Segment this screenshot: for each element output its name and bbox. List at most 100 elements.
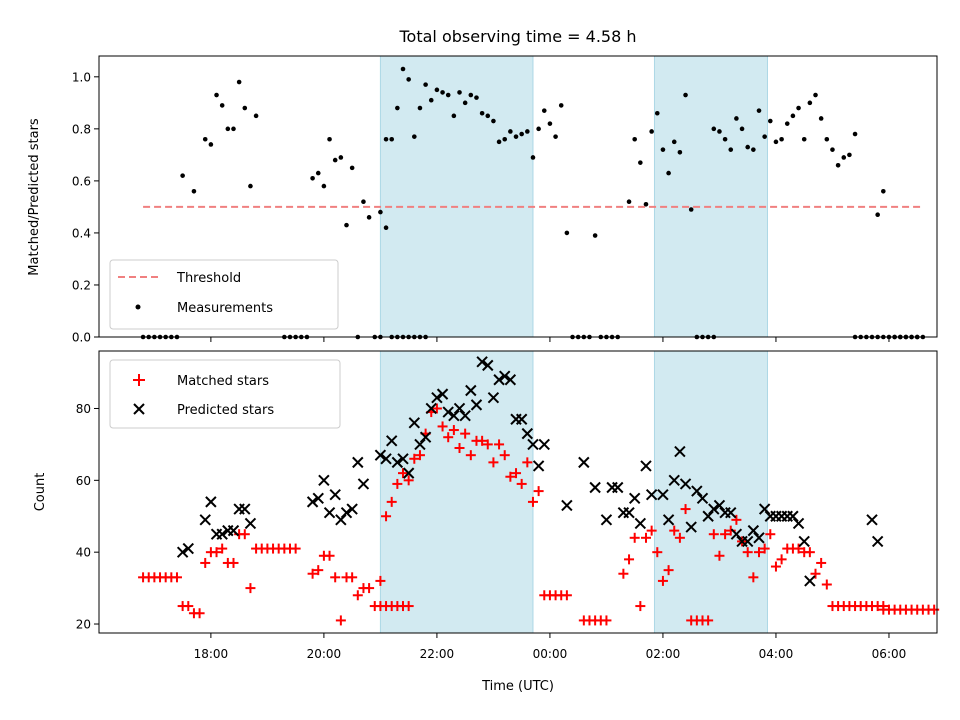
measurement-point bbox=[491, 118, 496, 124]
matched-star-point bbox=[381, 511, 392, 522]
top-legend-box bbox=[109, 259, 339, 330]
matched-star-point bbox=[810, 568, 821, 579]
measurement-point bbox=[660, 147, 666, 152]
predicted-star-point bbox=[702, 510, 714, 522]
matched-star-point bbox=[239, 529, 250, 540]
predicted-star-point bbox=[380, 453, 392, 465]
measurement-point bbox=[428, 97, 434, 103]
matched-star-point bbox=[929, 604, 940, 615]
matched-star-point bbox=[624, 554, 635, 565]
predicted-star-point bbox=[504, 374, 517, 386]
measurement-point bbox=[541, 108, 547, 113]
predicted-star-point bbox=[753, 532, 765, 544]
matched-star-point bbox=[516, 478, 527, 489]
predicted-star-point bbox=[578, 456, 590, 469]
predicted-star-point bbox=[436, 388, 449, 400]
measurement-point bbox=[451, 113, 457, 119]
predicted-star-point bbox=[866, 514, 878, 526]
predicted-star-point bbox=[804, 575, 816, 587]
predicted-star-point bbox=[414, 438, 426, 451]
matched-star-point bbox=[770, 561, 781, 572]
predicted-star-point bbox=[685, 521, 697, 533]
measurement-point bbox=[310, 175, 315, 181]
matched-star-point bbox=[454, 442, 465, 453]
measurement-point bbox=[751, 147, 756, 152]
matched-star-point bbox=[494, 439, 505, 450]
predicted-star-point bbox=[408, 417, 421, 429]
measurement-point bbox=[881, 188, 886, 194]
measurement-point bbox=[445, 92, 451, 98]
matched-star-point bbox=[200, 557, 211, 568]
measurement-point bbox=[530, 155, 536, 160]
predicted-star-point bbox=[306, 496, 319, 508]
measurement-point bbox=[248, 183, 253, 189]
matched-star-point bbox=[217, 543, 228, 554]
bottom-y-tick-label: 40 bbox=[76, 546, 91, 560]
matched-star-point bbox=[403, 601, 414, 612]
matched-star-point bbox=[386, 496, 397, 507]
measurement-point bbox=[378, 209, 383, 215]
measurement-point bbox=[683, 92, 688, 98]
matched-star-point bbox=[776, 554, 787, 565]
measurement-point bbox=[722, 136, 728, 142]
matched-star-point bbox=[414, 450, 425, 461]
predicted-star-point bbox=[205, 496, 217, 508]
predicted-star-point bbox=[600, 514, 613, 526]
predicted-star-point bbox=[674, 445, 686, 458]
matched-star-point bbox=[171, 572, 182, 583]
predicted-star-point bbox=[657, 488, 669, 501]
measurement-point bbox=[807, 100, 813, 106]
predicted-star-point bbox=[747, 524, 760, 537]
measurement-point bbox=[813, 92, 818, 98]
measurement-point bbox=[762, 134, 767, 139]
measurement-point bbox=[202, 136, 208, 142]
measurement-point bbox=[219, 103, 225, 108]
top-y-tick-label: 0.0 bbox=[72, 331, 91, 345]
predicted-star-point bbox=[374, 449, 387, 461]
matched-star-point bbox=[437, 421, 448, 432]
matched-star-point bbox=[245, 583, 256, 594]
predicted-star-point bbox=[312, 492, 324, 504]
matched-star-point bbox=[561, 590, 572, 601]
top-y-tick-label: 0.6 bbox=[72, 174, 91, 188]
predicted-star-point bbox=[634, 517, 647, 530]
matched-star-point bbox=[601, 615, 612, 626]
measurement-point bbox=[389, 136, 395, 142]
predicted-stars-points bbox=[176, 356, 884, 587]
predicted-star-point bbox=[487, 391, 500, 404]
predicted-star-point bbox=[713, 499, 726, 512]
matched-star-point bbox=[793, 543, 804, 554]
predicted-star-point bbox=[798, 535, 810, 548]
measurement-point bbox=[349, 165, 355, 171]
matched-star-point bbox=[511, 468, 522, 479]
top-shaded-intervals bbox=[379, 55, 768, 338]
measurement-point bbox=[711, 126, 717, 132]
matched-star-point bbox=[364, 583, 375, 594]
measurement-point bbox=[677, 149, 683, 155]
measurement-point bbox=[395, 105, 400, 111]
matched-star-point bbox=[765, 529, 776, 540]
measurement-point bbox=[801, 136, 807, 142]
top-x-ticks bbox=[210, 337, 890, 342]
measurement-point bbox=[654, 110, 660, 116]
matched-star-point bbox=[465, 450, 476, 461]
matched-star-point bbox=[313, 565, 324, 576]
measurement-point bbox=[400, 66, 406, 72]
top-y-tick-label: 0.8 bbox=[72, 122, 91, 136]
top-shade-band-1 bbox=[379, 55, 534, 338]
matched-star-point bbox=[398, 468, 409, 479]
measurement-point bbox=[468, 92, 474, 98]
predicted-star-point bbox=[628, 492, 641, 504]
predicted-star-point bbox=[459, 409, 471, 422]
matched-star-point bbox=[533, 486, 544, 497]
measurement-point bbox=[779, 136, 784, 142]
matched-star-point bbox=[335, 615, 346, 626]
measurement-point bbox=[513, 134, 519, 139]
measurement-point bbox=[796, 105, 801, 111]
measurement-point bbox=[180, 173, 185, 178]
measurement-point bbox=[643, 202, 649, 207]
legend-predicted-label: Predicted stars bbox=[177, 403, 274, 418]
predicted-star-point bbox=[561, 499, 573, 512]
measurement-point bbox=[321, 183, 327, 189]
